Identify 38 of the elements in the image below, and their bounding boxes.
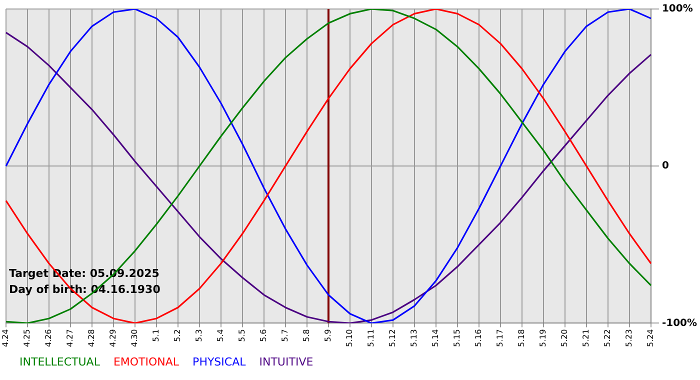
x-tick-label: 5.8 — [302, 329, 312, 342]
x-tick-label: 5.2 — [173, 329, 182, 342]
x-tick-label: 5.15 — [452, 329, 462, 347]
x-tick-label: 5.19 — [538, 329, 548, 347]
x-tick-label: 5.18 — [517, 329, 526, 347]
y-tick-label: -100% — [662, 318, 698, 329]
x-tick-label: 5.4 — [216, 329, 226, 342]
x-tick-label: 5.9 — [324, 329, 333, 342]
x-tick-label: 5.13 — [410, 329, 419, 347]
x-tick-label: 5.6 — [259, 329, 268, 342]
text: EMOTIONAL — [113, 355, 180, 368]
x-tick-label: 5.5 — [238, 329, 247, 342]
y-tick-label: 0 — [662, 160, 669, 172]
x-tick-label: 4.26 — [44, 329, 54, 347]
x-tick-label: 4.27 — [66, 329, 75, 347]
text: PHYSICAL — [192, 355, 247, 368]
x-tick-label: 5.14 — [431, 329, 440, 347]
x-tick-label: 4.25 — [22, 329, 32, 347]
x-tick-label: 4.29 — [108, 329, 118, 347]
x-tick-label: 5.1 — [152, 329, 161, 342]
x-tick-label: 5.20 — [560, 329, 570, 347]
x-tick-label: 5.17 — [496, 329, 505, 347]
x-tick-label: 5.7 — [280, 329, 290, 342]
x-tick-label: 5.21 — [582, 329, 591, 347]
x-tick-label: 4.24 — [1, 329, 10, 347]
text: INTELLECTUAL — [20, 355, 101, 368]
text: INTUITIVE — [259, 355, 314, 368]
x-tick-label: 5.10 — [345, 329, 354, 347]
y-tick-label: 100% — [662, 4, 693, 15]
x-tick-label: 5.22 — [603, 329, 612, 347]
x-tick-label: 5.24 — [646, 329, 656, 347]
x-tick-label: 4.30 — [130, 329, 140, 347]
x-tick-label: 5.12 — [388, 329, 398, 347]
x-tick-label: 5.23 — [624, 329, 634, 347]
x-tick-label: 5.16 — [474, 329, 484, 347]
x-tick-label: 5.3 — [194, 329, 204, 342]
x-tick-label: 4.28 — [87, 329, 96, 347]
x-tick-label: 5.11 — [366, 329, 376, 347]
